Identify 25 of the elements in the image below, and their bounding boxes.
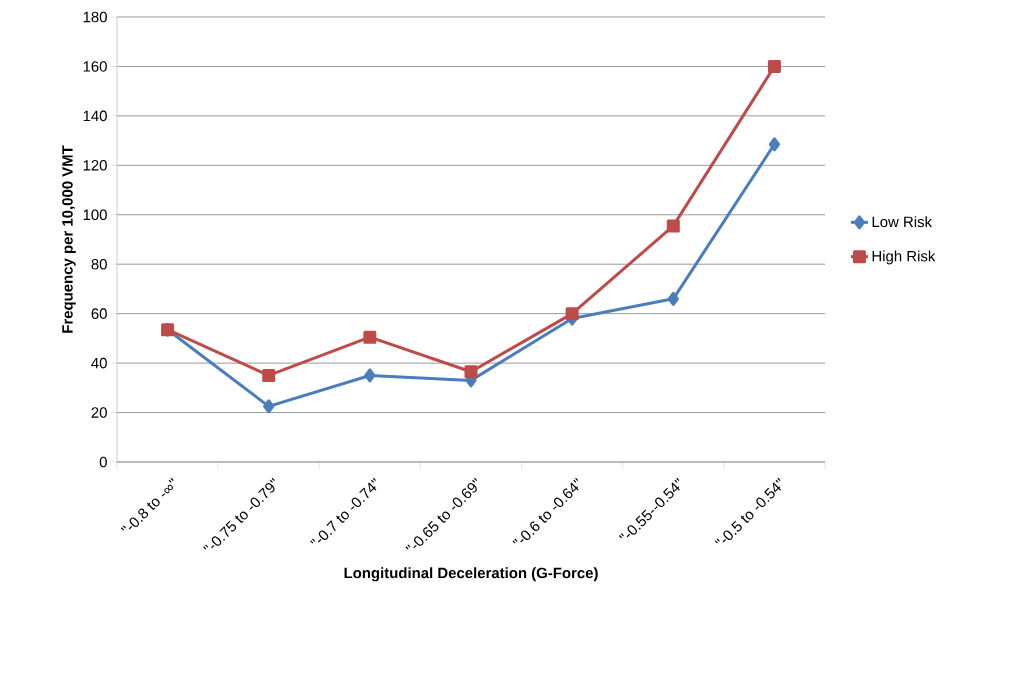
y-tick-label: 0 xyxy=(99,456,107,468)
y-tick-label: 60 xyxy=(91,308,107,319)
legend-label: Low Risk xyxy=(872,216,933,228)
point xyxy=(666,219,680,233)
y-tick-label: 40 xyxy=(91,357,107,369)
point xyxy=(262,368,276,382)
point xyxy=(363,330,377,344)
y-tick-label: 120 xyxy=(83,160,107,171)
y-tick-label: 100 xyxy=(83,209,107,221)
point xyxy=(565,307,579,321)
legend-label: High Risk xyxy=(872,250,936,265)
point xyxy=(667,291,679,306)
point xyxy=(263,399,275,414)
point xyxy=(768,137,781,152)
y-tick-label: 160 xyxy=(83,61,107,72)
x-tick-label: "-0.8 to -∞" xyxy=(120,477,174,531)
point xyxy=(464,365,478,379)
y-tick-label: 20 xyxy=(91,407,107,418)
y-tick-label: 80 xyxy=(91,258,107,270)
y-axis-title: Frequency per 10,000 VMT xyxy=(62,145,76,333)
x-axis-title: Longitudinal Deceleration (G-Force) xyxy=(344,567,598,582)
point xyxy=(364,368,376,383)
y-tick-label: 140 xyxy=(83,110,107,122)
y-tick-label: 180 xyxy=(83,11,107,23)
point xyxy=(767,59,781,73)
